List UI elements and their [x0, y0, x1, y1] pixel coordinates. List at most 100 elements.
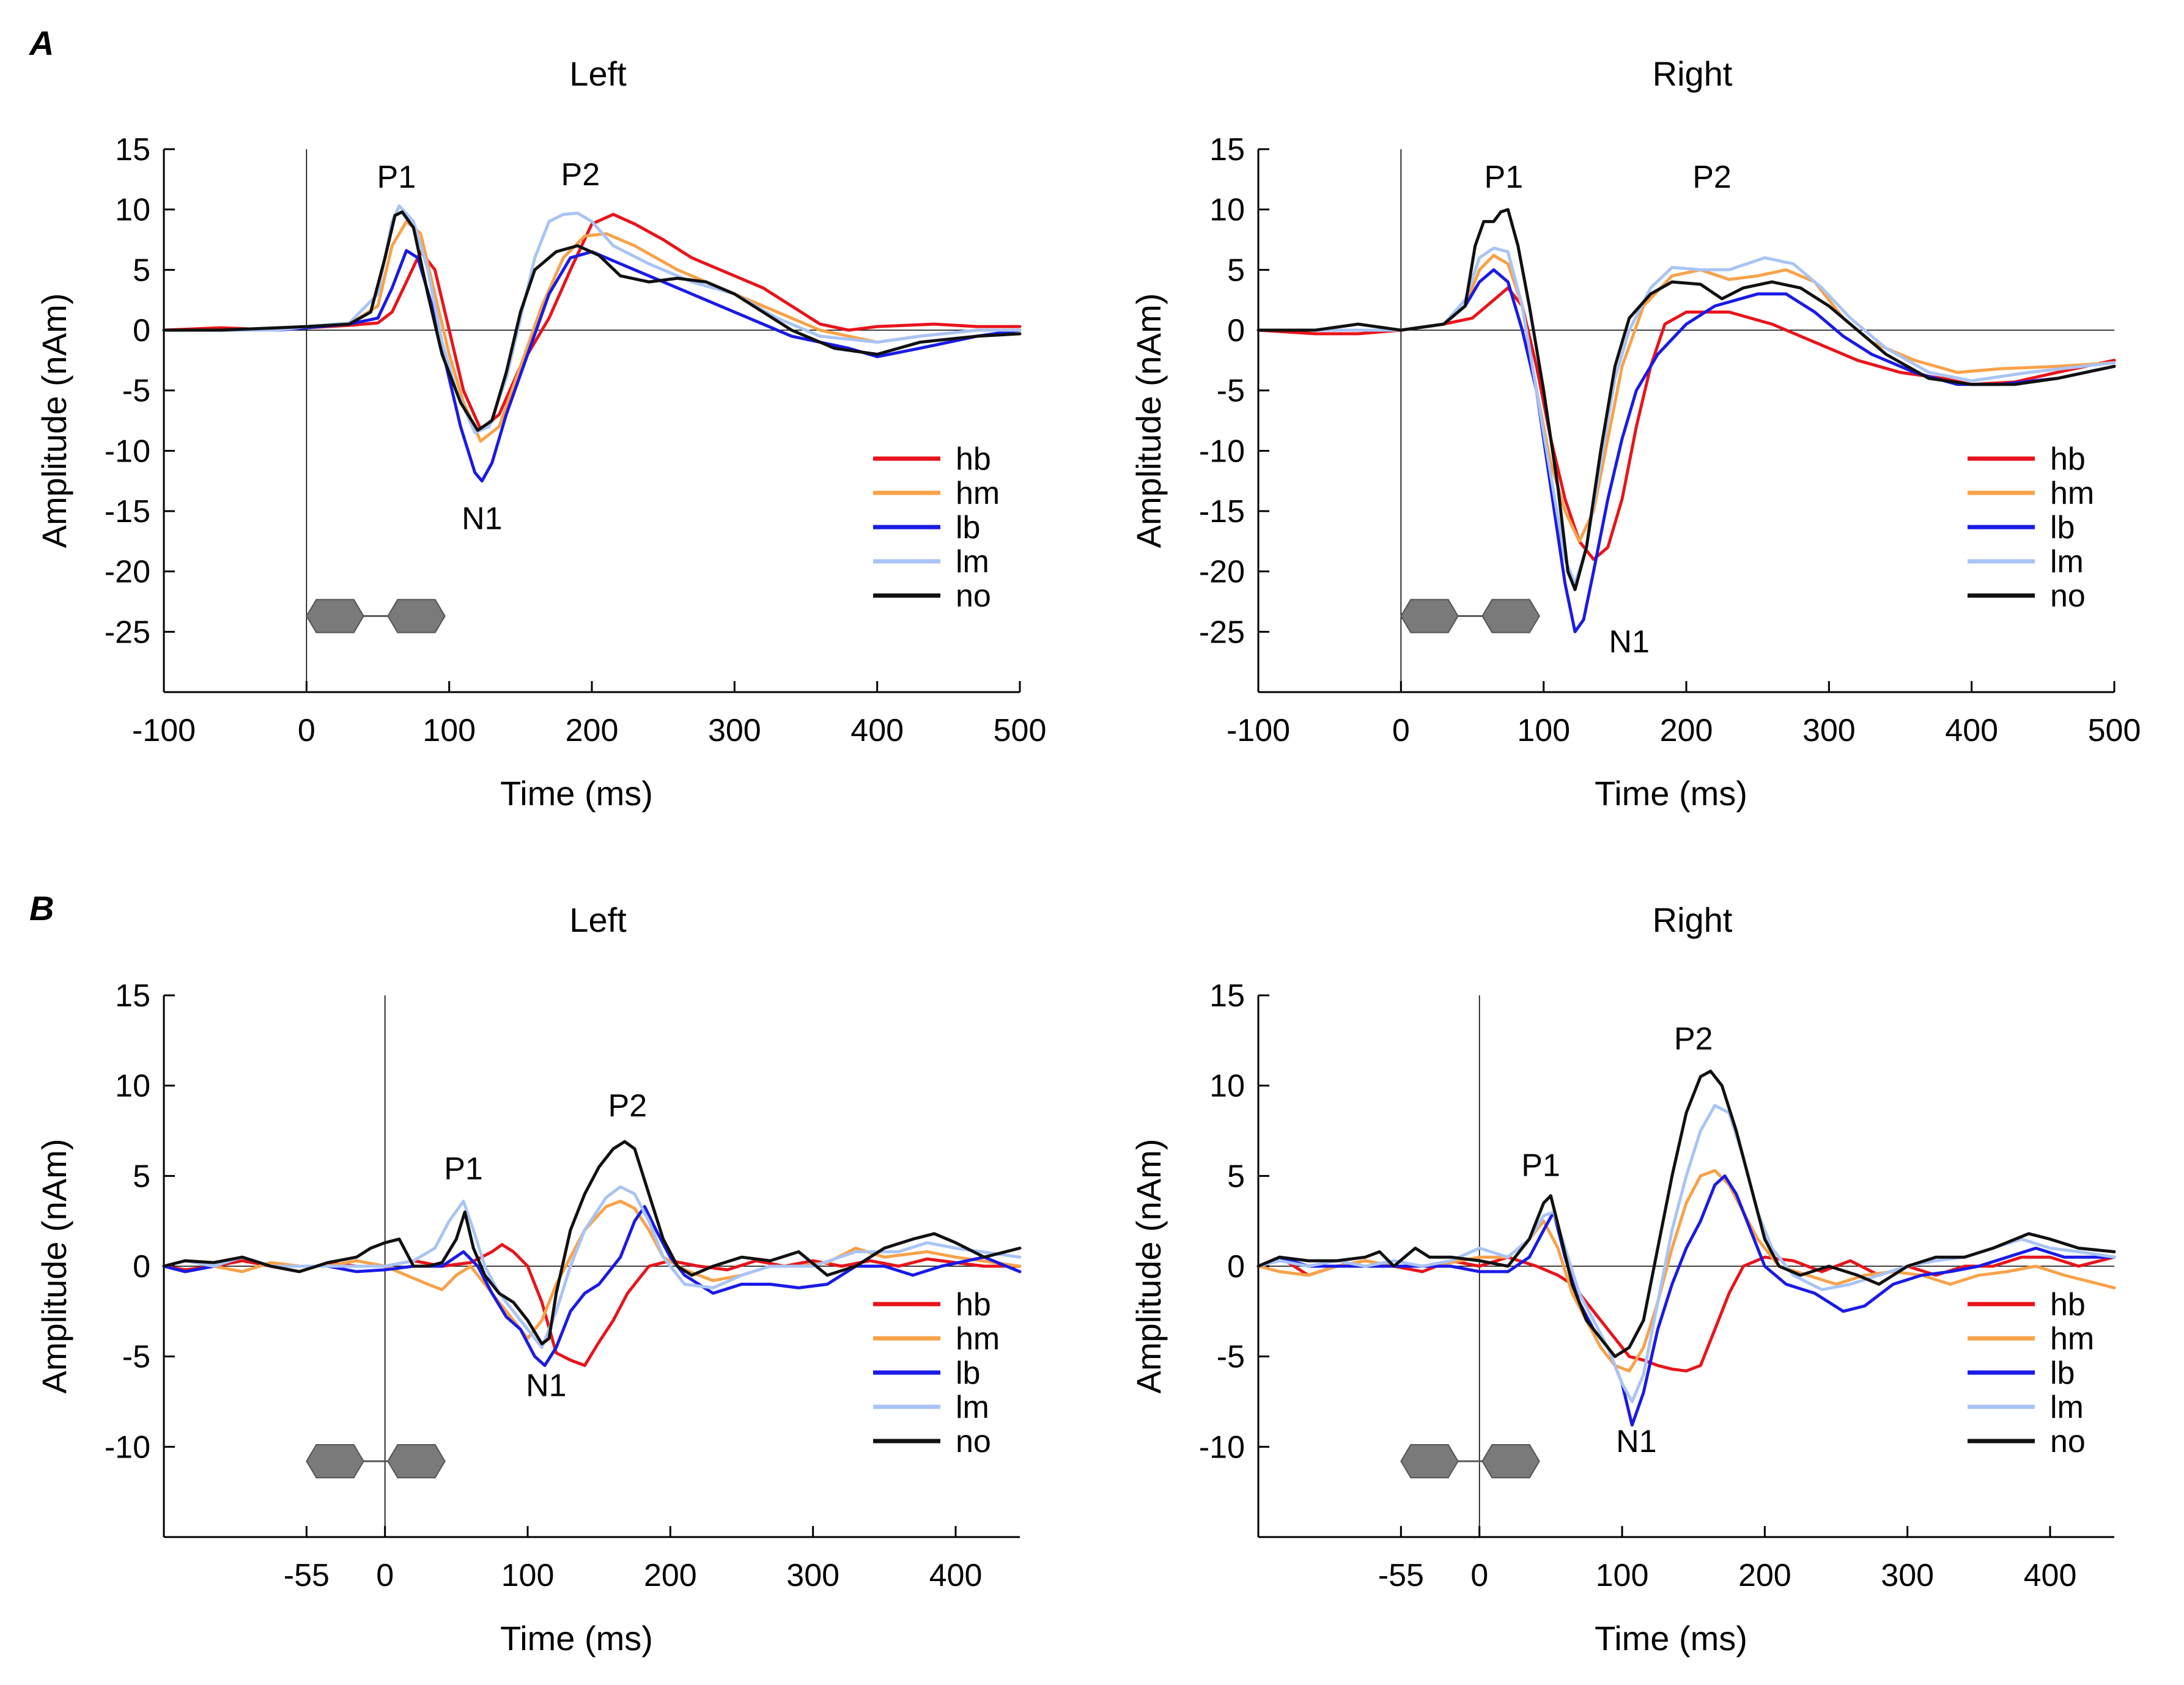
x-tick-label: 0 — [298, 713, 315, 748]
x-tick-label: -100 — [1227, 713, 1290, 748]
series-line-no — [162, 210, 1022, 432]
peak-label-p1: P1 — [1521, 1148, 1560, 1183]
y-tick-label: 0 — [133, 1249, 150, 1285]
legend-label-hm: hm — [2050, 1321, 2094, 1357]
stimulus-markers — [306, 599, 446, 633]
y-tick-label: 10 — [1209, 1069, 1245, 1104]
y-axis-label: Amplitude (nAm) — [35, 1138, 73, 1393]
series-group — [1256, 208, 2116, 633]
x-tick-label: 200 — [644, 1558, 697, 1593]
legend-label-no: no — [956, 578, 991, 614]
chart-A-right: Right 15 10 5 0 -5 -10 -15 -20 -25 -100 0 100 200 300 4… — [1129, 54, 2141, 813]
x-tick-label: 0 — [376, 1558, 394, 1593]
chart-title: Left — [569, 54, 627, 93]
peak-label-p2: P2 — [561, 157, 600, 193]
stimulus-hexagon — [387, 1443, 446, 1478]
y-tick-label: 0 — [1227, 313, 1245, 348]
series-group — [162, 204, 1022, 483]
y-tick-label: -15 — [1199, 494, 1245, 529]
legend-label-hb: hb — [956, 441, 991, 477]
peak-label-n1: N1 — [462, 501, 502, 537]
y-tick-label: -5 — [1217, 1340, 1245, 1375]
series-line-lb — [1256, 268, 2116, 633]
series-line-lm — [162, 204, 1022, 435]
x-tick-label: 300 — [786, 1558, 839, 1593]
legend-label-no: no — [956, 1424, 991, 1459]
x-tick-label: 200 — [566, 713, 619, 748]
x-tick-label: -55 — [1378, 1558, 1424, 1593]
legend-label-hm: hm — [956, 476, 1000, 511]
x-tick-label: 300 — [708, 713, 761, 748]
y-tick-label: 5 — [1227, 1159, 1245, 1194]
series-line-lb — [162, 249, 1022, 483]
stimulus-markers — [1400, 1443, 1540, 1478]
y-tick-label: 15 — [1209, 132, 1245, 168]
y-tick-label: -5 — [1217, 374, 1245, 409]
series-group — [162, 1140, 1022, 1367]
y-tick-label: -10 — [1199, 433, 1245, 469]
x-axis-label: Time (ms) — [1595, 1619, 1747, 1657]
legend-label-lm: lm — [956, 544, 989, 580]
y-tick-label: 10 — [115, 1069, 150, 1104]
legend-label-lm: lm — [2050, 1390, 2084, 1425]
series-line-lm — [1256, 246, 2116, 585]
legend-label-lb: lb — [2050, 510, 2075, 545]
y-tick-label: -20 — [105, 555, 150, 590]
x-tick-label: 400 — [850, 713, 904, 748]
x-tick-label: -100 — [132, 713, 196, 748]
y-tick-label: 10 — [115, 193, 150, 228]
legend-label-hm: hm — [956, 1321, 1000, 1357]
panel-label-a: A — [28, 24, 54, 62]
panel-label-b: B — [29, 889, 54, 927]
x-tick-label: 100 — [422, 713, 476, 748]
y-tick-label: -10 — [105, 433, 150, 469]
legend-label-no: no — [2050, 578, 2086, 614]
legend-label-hb: hb — [2050, 441, 2086, 477]
panel-labels: AB — [28, 24, 54, 927]
stimulus-markers — [1400, 599, 1540, 633]
series-group — [1256, 1069, 2116, 1427]
chart-title: Left — [569, 901, 627, 939]
chart-B-right: Right 15 10 5 0 -5 -10 -55 0 100 200 300 400 Time (ms… — [1129, 901, 2116, 1657]
series-line-lm — [1256, 1104, 2116, 1403]
chart-A-left: Left 15 10 5 0 -5 -10 -15 -20 -25 -100 0 100 200 300 40… — [35, 54, 1046, 813]
y-axis-label: Amplitude (nAm) — [35, 293, 73, 548]
chart-title: Right — [1653, 54, 1733, 93]
legend-label-lb: lb — [2050, 1355, 2075, 1391]
stimulus-hexagon — [1400, 599, 1459, 633]
peak-label-p1: P1 — [444, 1151, 483, 1187]
x-tick-label: 200 — [1660, 713, 1713, 748]
stimulus-markers — [306, 1443, 446, 1478]
legend-label-lb: lb — [956, 510, 980, 545]
x-tick-label: 500 — [994, 713, 1047, 748]
x-tick-label: 300 — [1881, 1558, 1934, 1593]
x-tick-label: 400 — [2024, 1558, 2077, 1593]
x-axis-label: Time (ms) — [500, 774, 653, 813]
x-tick-label: 100 — [1517, 713, 1570, 748]
legend-label-hm: hm — [2050, 476, 2094, 511]
y-tick-label: -25 — [1199, 614, 1245, 650]
y-axis-label: Amplitude (nAm) — [1129, 1138, 1168, 1393]
stimulus-hexagon — [1481, 1443, 1540, 1478]
y-tick-label: 0 — [1227, 1249, 1245, 1285]
series-line-lm — [162, 1185, 1022, 1349]
stimulus-hexagon — [1400, 1443, 1459, 1478]
peak-label-n1: N1 — [1616, 1424, 1656, 1459]
series-line-no — [1256, 208, 2116, 591]
y-tick-label: 15 — [1209, 978, 1245, 1014]
peak-label-p2: P2 — [608, 1088, 647, 1124]
legend-label-no: no — [2050, 1424, 2086, 1459]
x-tick-label: 400 — [1945, 713, 1998, 748]
y-tick-label: 15 — [115, 978, 150, 1014]
y-axis-label: Amplitude (nAm) — [1129, 293, 1168, 548]
y-tick-label: 15 — [115, 132, 150, 168]
peak-label-p2: P2 — [1692, 160, 1732, 195]
x-tick-label: 400 — [929, 1558, 983, 1593]
stimulus-hexagon — [306, 1443, 364, 1478]
y-tick-label: -25 — [105, 614, 150, 650]
